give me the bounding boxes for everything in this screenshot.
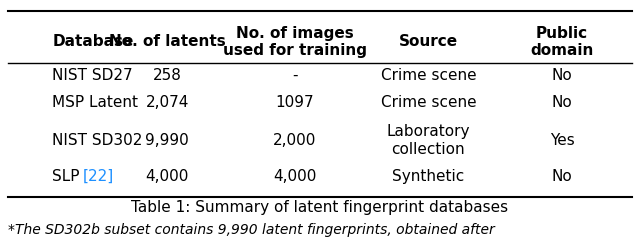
Text: Source: Source	[399, 34, 458, 49]
Text: No. of latents: No. of latents	[109, 34, 225, 49]
Text: 1097: 1097	[275, 95, 314, 110]
Text: Laboratory
collection: Laboratory collection	[387, 124, 470, 157]
Text: MSP Latent: MSP Latent	[52, 95, 138, 110]
Text: 258: 258	[152, 68, 182, 83]
Text: No: No	[552, 68, 573, 83]
Text: Public
domain: Public domain	[531, 26, 594, 58]
Text: -: -	[292, 68, 297, 83]
Text: 4,000: 4,000	[145, 169, 189, 184]
Text: NIST SD27: NIST SD27	[52, 68, 133, 83]
Text: Synthetic: Synthetic	[392, 169, 465, 184]
Text: SLP: SLP	[52, 169, 84, 184]
Text: *The SD302b subset contains 9,990 latent fingerprints, obtained after: *The SD302b subset contains 9,990 latent…	[8, 223, 495, 238]
Text: Crime scene: Crime scene	[381, 95, 476, 110]
Text: [22]: [22]	[83, 169, 114, 184]
Text: Crime scene: Crime scene	[381, 68, 476, 83]
Text: 2,074: 2,074	[145, 95, 189, 110]
Text: No: No	[552, 95, 573, 110]
Text: Database: Database	[52, 34, 134, 49]
Text: No: No	[552, 169, 573, 184]
Text: Table 1: Summary of latent fingerprint databases: Table 1: Summary of latent fingerprint d…	[131, 200, 509, 215]
Text: Yes: Yes	[550, 133, 575, 148]
Text: No. of images
used for training: No. of images used for training	[223, 26, 367, 58]
Text: 2,000: 2,000	[273, 133, 316, 148]
Text: NIST SD302: NIST SD302	[52, 133, 143, 148]
Text: 4,000: 4,000	[273, 169, 316, 184]
Text: 9,990: 9,990	[145, 133, 189, 148]
